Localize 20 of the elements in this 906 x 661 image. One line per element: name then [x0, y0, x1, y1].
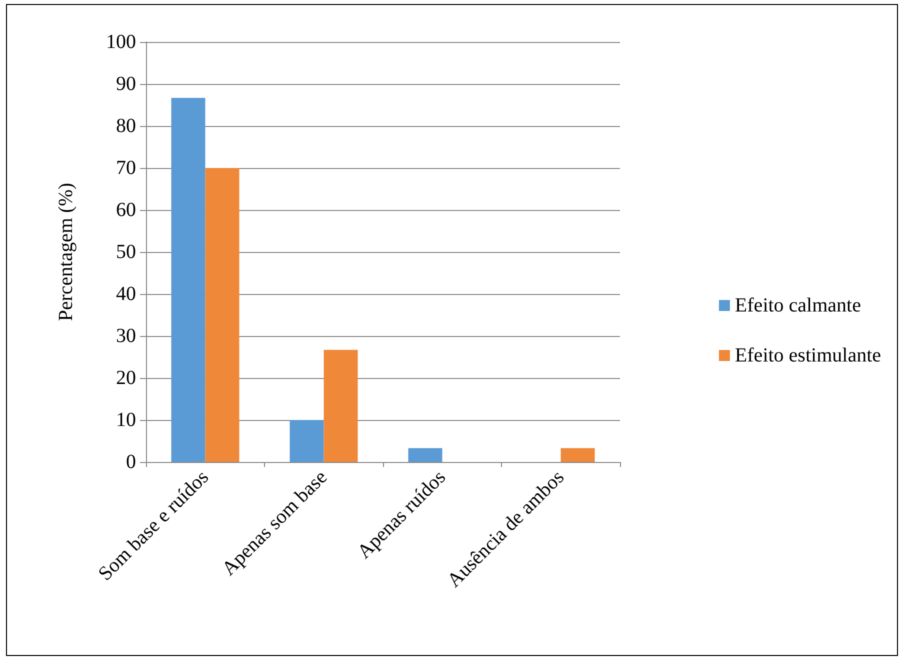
legend-label: Efeito calmante: [734, 294, 862, 316]
y-tick-label: 70: [116, 157, 136, 179]
y-tick-label: 80: [116, 115, 136, 137]
y-tick-label: 0: [126, 451, 136, 473]
bar: [560, 448, 595, 462]
y-tick-label: 10: [116, 409, 136, 431]
bar: [324, 350, 358, 462]
legend-label: Efeito estimulante: [734, 344, 882, 366]
y-tick-label: 40: [116, 283, 136, 305]
y-tick-label: 20: [116, 367, 136, 389]
bar: [205, 168, 240, 462]
y-tick-label: 60: [116, 199, 136, 221]
y-tick-label: 100: [106, 31, 136, 53]
y-axis-title: Percentagem (%): [55, 182, 77, 322]
y-tick-label: 50: [116, 241, 136, 263]
y-tick-label: 90: [116, 73, 136, 95]
bar: [171, 98, 206, 462]
bar: [290, 420, 324, 462]
bar: [408, 448, 442, 462]
y-tick-label: 30: [116, 325, 136, 347]
